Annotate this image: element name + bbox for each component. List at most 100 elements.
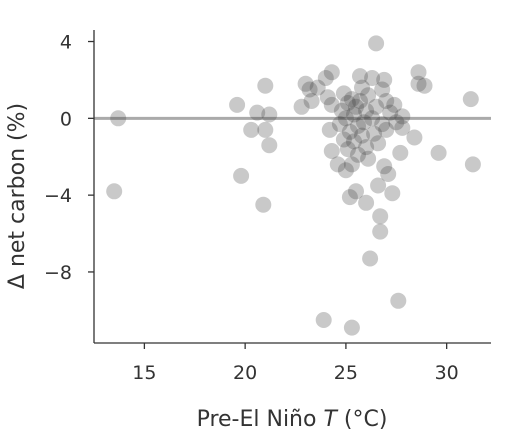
scatter-point [360, 87, 377, 104]
scatter-point [339, 95, 356, 111]
scatter-point [350, 118, 366, 134]
scatter-point [335, 131, 352, 148]
scatter-point [331, 116, 348, 133]
scatter-point [319, 89, 336, 106]
ticks-layer: 15 20 25 30 4 0 −4 −8 [44, 32, 459, 384]
scatter-point [243, 121, 260, 138]
scatter-point [261, 106, 278, 123]
scatter-point [372, 223, 389, 240]
scatter-point [374, 81, 391, 98]
scatter-point [303, 93, 320, 109]
x-axis-title-variable: T [323, 407, 338, 432]
scatter-point [257, 77, 274, 94]
scatter-point [321, 121, 338, 138]
scatter-point [394, 108, 411, 125]
scatter-point [348, 98, 364, 115]
scatter-point [354, 79, 370, 96]
scatter-point [366, 125, 383, 142]
scatter-point [249, 104, 266, 121]
x-axis-title-suffix: (°C) [337, 407, 388, 432]
scatter-point [364, 110, 381, 127]
scatter-point [370, 135, 387, 152]
scatter-point [416, 77, 433, 94]
x-tick-label: 30 [435, 362, 459, 384]
scatter-point [348, 183, 364, 200]
scatter-point [293, 98, 310, 115]
scatter-point [329, 156, 346, 173]
scatter-point [346, 106, 362, 123]
x-axis-title-prefix: Pre-El Niño [197, 407, 324, 432]
scatter-point [106, 183, 123, 200]
scatter-point [337, 110, 354, 127]
scatter-point [333, 102, 350, 119]
scatter-point [368, 98, 385, 115]
scatter-point [358, 194, 375, 211]
scatter-point [297, 75, 314, 92]
scatter-point [343, 91, 360, 108]
scatter-point [356, 114, 372, 131]
y-tick-label: −4 [44, 185, 72, 207]
scatter-point [352, 68, 368, 85]
scatter-point [380, 166, 397, 182]
y-axis-title: Δ net carbon (%) [5, 103, 30, 289]
scatter-point [261, 137, 278, 154]
scatter-point [462, 91, 479, 108]
scatter-point [358, 139, 375, 156]
scatter-point [341, 123, 358, 140]
scatter-point [346, 133, 362, 150]
scatter-point [358, 102, 375, 119]
scatter-point [464, 156, 481, 173]
y-tick-label: 4 [60, 32, 72, 54]
scatter-point [309, 79, 326, 96]
scatter-point [368, 35, 385, 52]
scatter-point [337, 162, 354, 179]
scatter-point [382, 104, 399, 121]
scatter-point [343, 156, 360, 173]
scatter-point [360, 150, 377, 167]
points-layer [106, 35, 481, 336]
scatter-point [335, 85, 352, 102]
y-tick-label: −8 [44, 262, 72, 284]
scatter-point [315, 312, 332, 328]
scatter-point [317, 70, 334, 86]
scatter-point [378, 93, 395, 109]
scatter-point [110, 110, 127, 127]
x-tick-label: 20 [233, 362, 257, 384]
x-axis-title: Pre-El Niño T (°C) [197, 407, 388, 432]
scatter-point [229, 96, 246, 113]
scatter-point [323, 143, 340, 159]
scatter-point [343, 319, 360, 336]
axes-layer [93, 30, 491, 344]
scatter-point [255, 196, 272, 213]
scatter-point [376, 158, 393, 175]
scatter-point [376, 71, 393, 88]
scatter-point [430, 144, 447, 161]
scatter-point [354, 127, 370, 144]
scatter-point [233, 167, 250, 184]
scatter-point [378, 121, 395, 138]
x-tick-label: 15 [132, 362, 156, 384]
scatter-point [410, 75, 427, 92]
scatter-point [339, 141, 356, 158]
x-tick-label: 25 [334, 362, 358, 384]
y-tick-label: 0 [60, 108, 72, 130]
scatter-point [323, 96, 340, 113]
scatter-point [406, 129, 423, 146]
scatter-point [350, 146, 366, 163]
scatter-point [352, 93, 368, 109]
scatter-point [301, 81, 318, 98]
scatter-point [323, 64, 340, 81]
scatter-point [386, 96, 403, 113]
scatter-point [410, 64, 427, 81]
scatter-point [390, 292, 407, 309]
scatter-point [384, 185, 401, 202]
scatter-point [388, 114, 405, 131]
scatter-point [364, 70, 381, 86]
scatter-point [370, 177, 387, 194]
scatter-point [362, 250, 379, 267]
scatter-point [374, 116, 391, 133]
scatter-point [392, 144, 409, 161]
scatter-point [372, 208, 389, 225]
